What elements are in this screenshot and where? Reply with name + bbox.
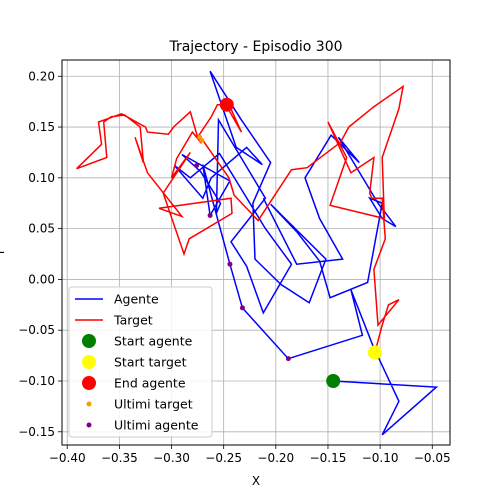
y-tick-label: −0.05 (18, 323, 55, 337)
marker-end-agente (219, 97, 234, 112)
marker-start-target (367, 345, 382, 360)
scatter-point-ultimi-agente (227, 261, 233, 267)
scatter-point-ultimi-agente (285, 356, 291, 362)
scatter-point-ultimi-agente (239, 305, 245, 311)
x-tick-label: −0.20 (257, 451, 294, 465)
legend-label-start-target: Start target (114, 355, 187, 370)
series-layer (76, 70, 439, 436)
legend-label-ultimi-target: Ultimi target (114, 397, 193, 412)
x-tick-label: −0.10 (362, 451, 399, 465)
legend: Agente Target Start agente Start target End … (68, 286, 213, 438)
y-tick-label: 0.20 (28, 69, 55, 83)
scatter-point-ultimi-agente (207, 212, 213, 218)
tick-layer: −0.40 −0.35 −0.30 −0.25 −0.20 −0.15 −0.10 −0.05… (18, 69, 450, 465)
scatter-point-ultimi-target (199, 137, 205, 143)
x-tick-label: −0.30 (153, 451, 190, 465)
y-tick-label: 0.10 (28, 171, 55, 185)
y-tick-label: 0.05 (28, 222, 55, 236)
x-tick-label: −0.25 (205, 451, 242, 465)
y-axis-label: Y (0, 248, 7, 257)
legend-swatch-start-agente (82, 334, 96, 348)
x-tick-label: −0.15 (310, 451, 347, 465)
legend-box (68, 286, 213, 438)
y-tick-label: 0.15 (28, 120, 55, 134)
legend-label-ultimi-agente: Ultimi agente (114, 418, 199, 433)
y-tick-label: 0.00 (28, 272, 55, 286)
legend-label-agente: Agente (114, 292, 159, 307)
chart-title: Trajectory - Episodio 300 (168, 39, 342, 55)
y-tick-label: −0.10 (18, 374, 55, 388)
legend-label-target: Target (113, 313, 153, 328)
x-tick-label: −0.35 (101, 451, 138, 465)
legend-swatch-start-target (82, 355, 96, 369)
legend-swatch-ultimi-agente (86, 422, 92, 428)
x-tick-label: −0.05 (414, 451, 451, 465)
scatter-point-ultimi-agente (194, 163, 200, 169)
marker-layer (194, 97, 382, 389)
series-line-agente (174, 70, 439, 436)
plot-frame (61, 59, 451, 446)
legend-swatch-end-agente (82, 376, 96, 390)
marker-start-agente (326, 374, 341, 389)
x-axis-label: X (252, 474, 260, 488)
legend-label-start-agente: Start agente (114, 334, 193, 349)
legend-swatch-ultimi-target (86, 401, 92, 407)
legend-label-end-agente: End agente (114, 376, 186, 391)
y-tick-label: −0.15 (18, 425, 55, 439)
x-tick-label: −0.40 (49, 451, 86, 465)
series-line-target (76, 84, 405, 353)
